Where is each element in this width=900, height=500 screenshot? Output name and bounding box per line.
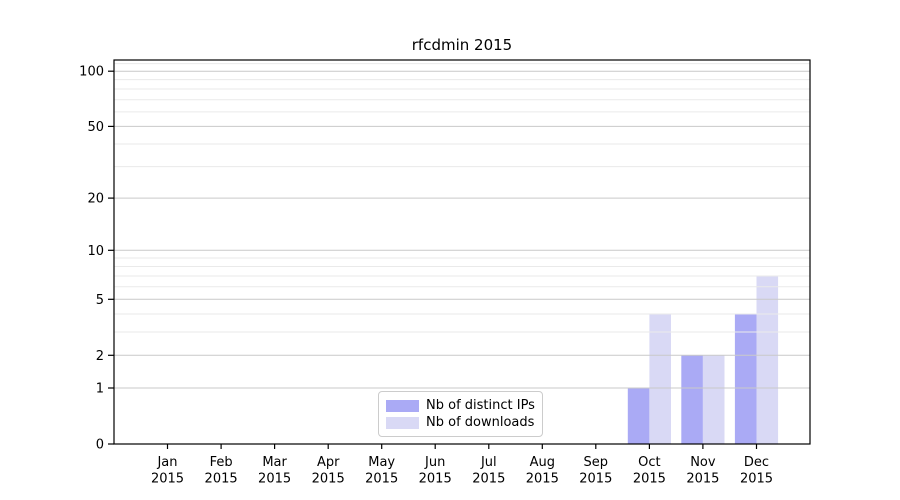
- x-tick-label-year-mar-2015: 2015: [258, 472, 291, 487]
- x-tick-label-year-jun-2015: 2015: [419, 472, 452, 487]
- x-tick-label-month-nov-2015: Nov: [690, 455, 716, 470]
- bar-distinct-ips-nov-2015: [681, 355, 703, 444]
- legend-label-distinct-ips: Nb of distinct IPs: [426, 398, 535, 413]
- y-tick-label-2: 2: [96, 349, 104, 364]
- x-tick-label-month-feb-2015: Feb: [210, 455, 233, 470]
- x-tick-label-year-feb-2015: 2015: [205, 472, 238, 487]
- bar-distinct-ips-oct-2015: [627, 388, 650, 444]
- y-tick-label-50: 50: [87, 120, 104, 135]
- legend-item-distinct-ips: Nb of distinct IPs: [386, 399, 535, 412]
- x-tick-label-month-aug-2015: Aug: [530, 455, 555, 470]
- x-tick-label-month-mar-2015: Mar: [262, 455, 287, 470]
- x-tick-label-year-may-2015: 2015: [365, 472, 398, 487]
- x-tick-label-month-sep-2015: Sep: [584, 455, 609, 470]
- y-tick-label-100: 100: [79, 65, 104, 80]
- legend-swatch-downloads: [386, 416, 419, 429]
- legend-swatch-distinct-ips: [386, 399, 419, 412]
- x-tick-label-month-apr-2015: Apr: [317, 455, 340, 470]
- legend-label-downloads: Nb of downloads: [426, 415, 535, 430]
- x-tick-label-year-oct-2015: 2015: [633, 472, 666, 487]
- x-tick-label-year-jan-2015: 2015: [151, 472, 184, 487]
- chart-title: rfcdmin 2015: [411, 36, 513, 54]
- plot-border: [113, 59, 811, 445]
- y-tick-label-10: 10: [87, 244, 104, 259]
- y-tick-label-5: 5: [96, 293, 104, 308]
- bar-distinct-ips-dec-2015: [734, 314, 757, 444]
- x-tick-label-year-sep-2015: 2015: [579, 472, 612, 487]
- x-tick-label-month-jun-2015: Jun: [424, 455, 445, 470]
- x-tick-label-month-jul-2015: Jul: [480, 455, 497, 470]
- x-tick-label-month-may-2015: May: [368, 455, 395, 470]
- x-tick-label-month-oct-2015: Oct: [638, 455, 660, 470]
- y-tick-label-1: 1: [96, 382, 104, 397]
- x-tick-label-year-nov-2015: 2015: [686, 472, 719, 487]
- x-tick-label-year-aug-2015: 2015: [526, 472, 559, 487]
- legend: Nb of distinct IPs Nb of downloads: [378, 391, 543, 437]
- x-tick-label-year-apr-2015: 2015: [312, 472, 345, 487]
- y-tick-label-20: 20: [87, 192, 104, 207]
- x-tick-label-year-dec-2015: 2015: [740, 472, 773, 487]
- x-tick-label-month-dec-2015: Dec: [744, 455, 769, 470]
- bar-downloads-nov-2015: [702, 355, 725, 444]
- x-tick-label-year-jul-2015: 2015: [472, 472, 505, 487]
- legend-item-downloads: Nb of downloads: [386, 416, 535, 429]
- bar-downloads-dec-2015: [756, 276, 779, 444]
- x-tick-label-month-jan-2015: Jan: [156, 455, 177, 470]
- y-tick-label-0: 0: [96, 438, 104, 453]
- bar-downloads-oct-2015: [649, 314, 671, 444]
